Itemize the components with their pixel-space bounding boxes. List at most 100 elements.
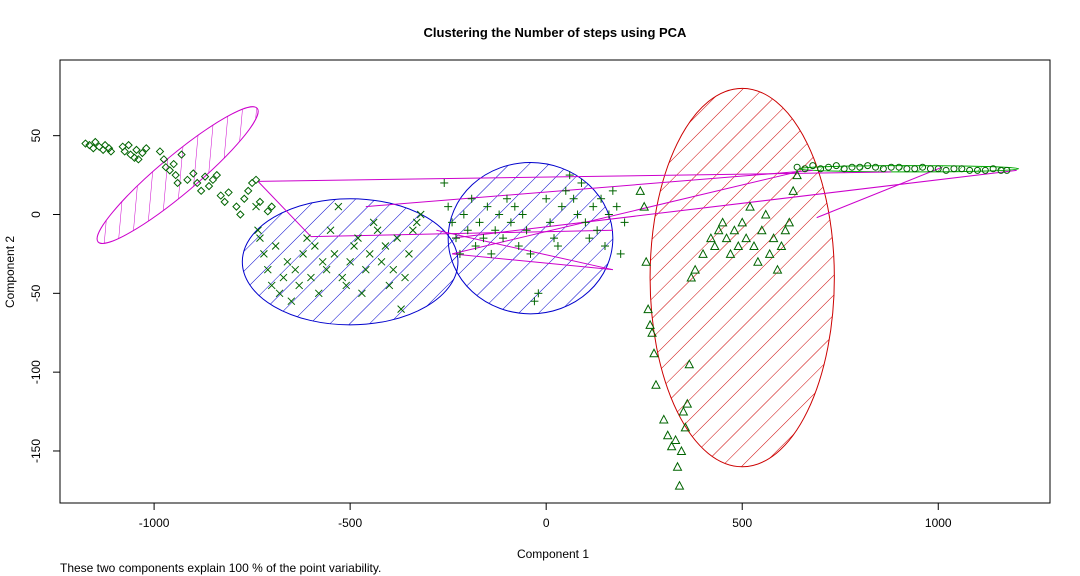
diamond-point: [138, 148, 147, 158]
diamond-point: [165, 166, 174, 175]
plus-point: [557, 202, 566, 211]
plus-point: [608, 186, 617, 195]
triangle-point: [684, 359, 695, 369]
x-tick-label: 500: [732, 516, 752, 530]
plus-point: [495, 210, 504, 219]
x-point: [310, 242, 319, 250]
plus-point: [455, 249, 464, 258]
diamond-point: [91, 137, 100, 147]
x-stroke: [256, 234, 264, 242]
triangle-point: [706, 233, 716, 243]
x-point: [267, 281, 276, 290]
circle-point: [919, 163, 927, 171]
cluster-ellipse: [96, 106, 259, 244]
cluster-ellipses: [96, 87, 1020, 468]
x-stroke: [322, 265, 331, 274]
diamond-point: [263, 207, 273, 216]
plus-point: [600, 242, 609, 251]
triangle-point: [756, 225, 767, 235]
y-tick-label: 0: [29, 211, 43, 218]
x-point: [256, 234, 264, 242]
x-stroke: [369, 218, 378, 227]
plus-point: [581, 218, 590, 227]
y-axis: -150 -100 -50 0 50: [29, 129, 61, 463]
x-stroke: [287, 297, 296, 306]
x-point: [283, 257, 292, 266]
x-point: [385, 281, 394, 290]
chart-title: Clustering the Number of steps using PCA: [424, 25, 688, 40]
x-stroke: [254, 226, 262, 235]
diamond-point: [104, 144, 114, 153]
x-point: [299, 250, 307, 258]
x-point: [381, 242, 390, 250]
diamond-point: [247, 178, 257, 188]
diamond-point: [142, 144, 151, 153]
triangle-point: [680, 422, 691, 432]
plus-point: [589, 202, 598, 211]
x-point: [401, 273, 409, 282]
circle-point: [934, 165, 942, 173]
plus-point: [604, 210, 613, 219]
plus-point: [502, 194, 511, 203]
diamond-point: [106, 147, 116, 156]
triangle-point: [772, 264, 783, 274]
diamond-point: [81, 139, 90, 148]
x-point: [287, 297, 296, 306]
triangle-point: [639, 201, 650, 211]
x-stroke: [318, 257, 327, 266]
diamond-point: [189, 169, 198, 178]
x-stroke: [342, 281, 351, 290]
x-stroke: [389, 265, 398, 274]
x-point: [405, 250, 413, 258]
x-tick-label: 0: [543, 516, 550, 530]
x-axis-label: Component 1: [517, 547, 589, 561]
x-stroke: [346, 257, 354, 266]
diamond-point: [251, 175, 261, 185]
x-stroke: [350, 242, 358, 250]
x-point: [252, 202, 260, 211]
triangle-point: [641, 256, 651, 266]
triangle-point: [745, 201, 755, 211]
x-stroke: [252, 202, 260, 211]
x-point: [409, 226, 417, 235]
x-point: [361, 265, 370, 274]
x-point: [346, 257, 354, 266]
circle-point: [840, 165, 848, 173]
x-point: [338, 273, 347, 282]
x-point: [271, 242, 280, 250]
x-stroke: [354, 234, 362, 242]
triangle-point: [780, 225, 791, 235]
circle-point: [872, 163, 880, 171]
x-stroke: [260, 250, 268, 258]
plus-point: [487, 249, 496, 258]
connector-line: [257, 171, 892, 182]
connector-line: [452, 169, 1017, 239]
triangle-point: [662, 430, 673, 440]
x-tick-label: 1000: [925, 516, 952, 530]
x-point: [342, 281, 351, 290]
diamond-point: [124, 140, 133, 150]
x-point: [307, 273, 315, 282]
diamond-point: [130, 153, 139, 162]
x-point: [322, 265, 331, 274]
plus-point: [593, 226, 602, 235]
triangle-point: [643, 304, 653, 314]
x-point: [334, 202, 343, 211]
triangle-point: [682, 398, 693, 408]
circle-point: [958, 165, 966, 173]
x-stroke: [283, 257, 292, 266]
x-stroke: [267, 281, 276, 290]
x-point: [365, 250, 374, 258]
plus-point: [463, 226, 472, 235]
diamond-point: [169, 159, 178, 169]
circle-point: [950, 165, 958, 173]
plus-point: [491, 226, 500, 235]
plus-point: [448, 218, 457, 227]
plus-point: [479, 234, 488, 243]
plus-point: [506, 218, 515, 227]
triangle-point: [717, 217, 728, 227]
connector-line: [816, 166, 943, 219]
triangle-point: [792, 170, 802, 180]
x-point: [260, 250, 268, 258]
